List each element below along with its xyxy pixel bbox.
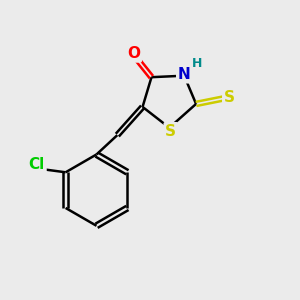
Text: H: H	[191, 57, 202, 70]
Text: N: N	[178, 67, 190, 82]
Text: S: S	[224, 91, 235, 106]
Text: Cl: Cl	[29, 157, 45, 172]
Text: S: S	[165, 124, 176, 139]
Text: O: O	[127, 46, 140, 61]
